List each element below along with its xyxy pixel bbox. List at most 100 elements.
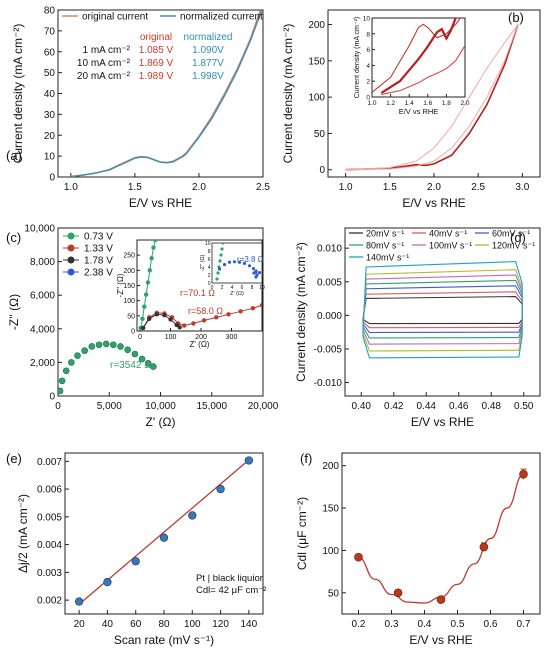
panel-c-inset-data-point bbox=[250, 306, 256, 311]
panel-e-xlabel: Scan rate (mV s⁻¹) bbox=[114, 633, 214, 647]
panel-c-xtick-label: 20,000 bbox=[248, 401, 279, 412]
panel-d-xtick-label: 0.50 bbox=[514, 401, 534, 412]
panel-e-xtick-label: 100 bbox=[184, 619, 201, 630]
panel-a-table-header: normalized bbox=[184, 32, 233, 43]
panel-a-table-row-label: 10 mA cm⁻² bbox=[77, 58, 131, 69]
panel-c-inset2-xtick-label: 6 bbox=[241, 285, 244, 291]
panel-a-ytick-label: 40 bbox=[44, 89, 56, 100]
panel-c-data-point bbox=[150, 363, 157, 370]
panel-c-inset2-data-point bbox=[252, 271, 256, 275]
panel-c-data-point bbox=[95, 341, 103, 349]
panel-c-inset2-data-point bbox=[254, 275, 258, 279]
panel-b-series-line bbox=[345, 24, 519, 171]
panel-c-inset-annotation: r=58.0 Ω bbox=[188, 306, 223, 316]
panel-c-inset-data-point bbox=[151, 245, 156, 250]
panel-c-inset2-ytick-label: 2 bbox=[208, 273, 211, 279]
panel-f-xtick-label: 0.6 bbox=[484, 619, 498, 630]
panel-b-inset-series-line bbox=[380, 18, 458, 94]
panel-c-inset2-data-point bbox=[222, 263, 227, 267]
panel-c-data-point bbox=[88, 343, 96, 350]
panel-c-data-point bbox=[68, 359, 75, 366]
panel-d-ylabel: Current density (mA cm⁻²) bbox=[294, 242, 308, 382]
panel-b-ytick-label: 150 bbox=[308, 56, 325, 67]
panel-c-inset-ytick-label: 150 bbox=[123, 283, 135, 290]
panel-c-label: (c) bbox=[6, 230, 21, 245]
panel-c-inset2-frame bbox=[211, 242, 263, 284]
panel-e-data-point bbox=[244, 456, 254, 465]
panel-f-frame bbox=[341, 452, 541, 615]
panel-d-xlabel: E/V vs RHE bbox=[411, 415, 474, 429]
panel-f-ytick-label: 100 bbox=[322, 546, 339, 557]
panel-a-ytick-label: 30 bbox=[44, 110, 56, 121]
panel-a-ytick-label: 20 bbox=[44, 131, 56, 142]
panel-d-legend-entry: 120mV s⁻¹ bbox=[492, 241, 535, 251]
panel-f-ytick-label: 150 bbox=[322, 504, 339, 515]
panel-d-xtick-label: 0.46 bbox=[449, 401, 469, 412]
panel-b-series-line bbox=[345, 24, 519, 171]
panel-a-xlabel: E/V vs RHE bbox=[129, 196, 192, 210]
panel-f-data-point bbox=[354, 552, 363, 562]
panel-c-inset-data-point bbox=[145, 280, 151, 285]
panel-b-inset-xtick-label: 1.6 bbox=[423, 100, 432, 107]
panel-f-xlabel: E/V vs RHE bbox=[409, 633, 472, 647]
panel-d-legend-entry: 40mV s⁻¹ bbox=[429, 229, 467, 239]
panel-c-inset-data-point bbox=[140, 325, 146, 331]
panel-d-label: (d) bbox=[510, 230, 526, 245]
panel-a-table-normalized: 1.090V bbox=[192, 45, 224, 56]
panel-c-legend-marker bbox=[67, 268, 75, 276]
panel-a-table-normalized: 1.998V bbox=[192, 71, 224, 82]
panel-c-inset-ytick-label: 50 bbox=[127, 313, 135, 320]
panel-b-xtick-label: 3.0 bbox=[515, 182, 529, 193]
panel-d-legend-entry: 140mV s⁻¹ bbox=[366, 253, 409, 263]
panel-c-inset2-ytick-label: 0 bbox=[208, 281, 211, 287]
panel-c-inset-data-point bbox=[226, 312, 231, 317]
panel-f-data-point bbox=[436, 595, 446, 604]
panel-c-data-point bbox=[117, 343, 124, 350]
panel-f-label: (f) bbox=[300, 451, 312, 466]
panel-e-data-point bbox=[188, 511, 197, 520]
panel-e-data-point bbox=[216, 484, 225, 494]
panel-c-inset-data-point bbox=[142, 304, 147, 309]
panel-a-table-row-label: 20 mA cm⁻² bbox=[77, 71, 131, 82]
panel-e-ytick-label: 0.006 bbox=[37, 485, 62, 496]
panel-a-table-original: 1.085 V bbox=[139, 45, 174, 56]
panel-c-legend-entry: 0.73 V bbox=[84, 232, 113, 243]
panel-b-inset-xtick-label: 2.0 bbox=[460, 100, 469, 107]
panel-c-inset-data-point bbox=[259, 303, 262, 308]
panel-b-ylabel: Current density (mA cm⁻²) bbox=[281, 24, 295, 164]
panel-c-inset-xlabel: Z' (Ω) bbox=[190, 340, 210, 349]
panel-f-ytick-label: 200 bbox=[322, 461, 339, 472]
panel-b-ytick-label: 50 bbox=[314, 129, 326, 140]
panel-b-xlabel: E/V vs RHE bbox=[402, 196, 465, 210]
panel-b-inset-xtick-label: 1.4 bbox=[405, 100, 414, 107]
panel-e-xtick-label: 140 bbox=[241, 619, 258, 630]
panel-c-xtick-label: 10,000 bbox=[145, 401, 176, 412]
panel-b-inset-ytick-label: 2 bbox=[366, 79, 370, 86]
panel-f-xtick-label: 0.7 bbox=[517, 619, 531, 630]
panel-c-inset-data-point bbox=[191, 321, 196, 326]
panel-b-xtick-label: 2.0 bbox=[427, 182, 441, 193]
panel-b-inset-ylabel: Current density (mA cm⁻²) bbox=[354, 17, 361, 99]
panel-b-inset-ytick-label: 8 bbox=[366, 31, 370, 38]
panel-a-table-row-label: 1 mA cm⁻² bbox=[82, 45, 130, 56]
panel-f: 0.2 0.3 0.4 0.5 0.6 0.7 50 100 150 200 E/V vs RHE C… bbox=[295, 451, 541, 647]
panel-c-inset2-data-point bbox=[215, 277, 219, 281]
panel-c-inset2-data-point bbox=[220, 247, 224, 251]
panel-b-inset-ytick-label: 4 bbox=[366, 63, 370, 70]
panel-b-series-line bbox=[345, 24, 519, 171]
panel-c-inset2-ytick-label: 6 bbox=[208, 257, 211, 263]
panel-b-inset-ytick-label: 0 bbox=[366, 95, 370, 102]
panel-f-ytick-label: 50 bbox=[328, 588, 340, 599]
panel-c-annotation: r=3542 Ω bbox=[110, 360, 152, 371]
panel-c-inset-data-point bbox=[238, 309, 243, 314]
panel-b-inset-xlabel: E/V vs RHE bbox=[399, 107, 439, 116]
panel-c-ytick-label: 2,000 bbox=[30, 358, 55, 369]
panel-a: 1.0 1.5 2.0 2.5 0 10 20 30 40 50 60 70 80 E/V vs RHE C… bbox=[6, 6, 270, 211]
panel-c-inset2-xtick-label: 4 bbox=[231, 285, 234, 291]
panel-b-xtick-label: 1.0 bbox=[339, 182, 353, 193]
panel-b-inset-ytick-label: 10 bbox=[363, 16, 371, 23]
panel-d-legend-entry: 100mV s⁻¹ bbox=[429, 241, 472, 251]
panel-c-legend-entry: 1.78 V bbox=[84, 256, 113, 267]
panel-b-inset-xtick-label: 1.0 bbox=[367, 100, 376, 107]
